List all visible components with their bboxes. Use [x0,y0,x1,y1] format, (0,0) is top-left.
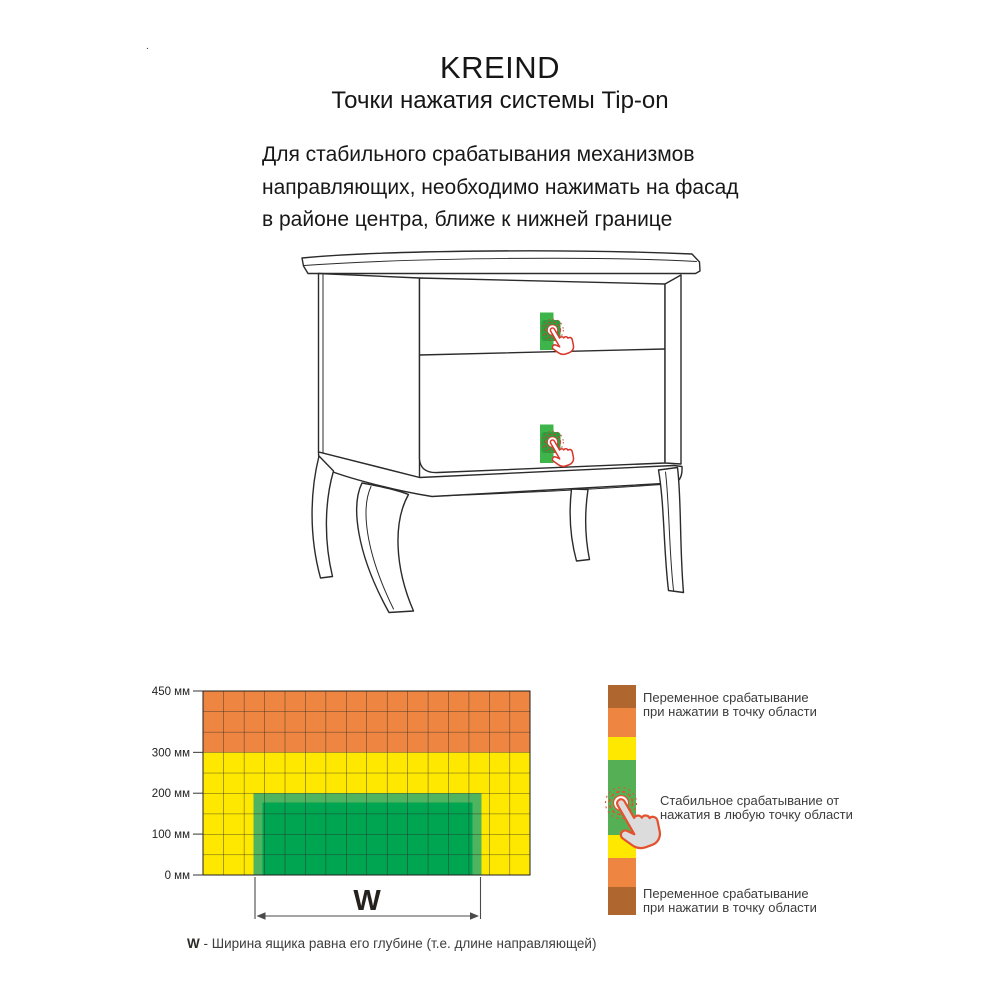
leg-back-left [311,455,335,579]
intro-paragraph: Для стабильного срабатывания механизмов … [262,139,782,237]
legend-line: нажатия в любую точку области [660,806,853,822]
intro-line: направляющих, необходимо нажимать на фас… [262,175,739,199]
caption-w: W [187,936,200,951]
dimension-w-lines [254,877,482,919]
side-panel [317,272,421,479]
press-point-bottom-drawer [540,424,579,472]
legend-swatch-brown-top [608,685,636,708]
legend-touch-hand-icon [604,786,662,850]
right-panel [664,274,682,465]
legend-item-stable: Стабильное срабатывание от нажатия в люб… [660,794,853,821]
leg-front-left [356,482,415,614]
chart-caption: W - Ширина ящика равна его глубине (т.е.… [187,936,596,951]
y-tick-0: 0 мм [165,870,190,882]
intro-line: Для стабильного срабатывания механизмов [262,143,695,166]
arrow-left [256,912,266,920]
legend-swatch-brown-bottom [608,887,636,915]
legend-swatch-orange-bottom [608,858,636,887]
nightstand-drawing [301,250,701,614]
dimension-w-label: W [353,885,381,917]
y-tick-200: 200 мм [152,788,190,800]
top-cornice [301,250,701,275]
grid [202,690,531,876]
legend-line: при нажатии в точку области [643,899,817,915]
intro-line: в районе центра, ближе к нижней границе [262,208,673,231]
leg-back-right [569,488,591,562]
page-title: Точки нажатия системы Tip-on [331,87,669,114]
caption-text: - Ширина ящика равна его глубине (т.е. д… [199,936,597,951]
legend-strip [604,685,662,915]
drawer-divider [418,348,666,356]
arrow-right [470,912,479,920]
stray-dot: . [146,41,149,52]
legend-line: Стабильное срабатывание от [660,793,840,808]
y-tick-300: 300 мм [152,747,190,759]
legend-line: Переменное срабатывание [643,690,809,705]
drawer-front [418,277,666,474]
legend-line: Переменное срабатывание [643,886,809,901]
legend-swatch-yellow-top [608,737,636,760]
y-tick-450: 450 мм [152,686,190,698]
legend-item-variable-top: Переменное срабатывание при нажатии в то… [643,691,817,718]
brand-title: KREIND [439,50,561,85]
press-zone-chart: 450 мм 300 мм 200 мм 100 мм 0 мм W [152,686,531,920]
legend-line: при нажатии в точку области [643,703,817,719]
press-point-top-drawer [540,312,579,360]
leg-front-right [657,466,685,594]
legend-swatch-orange-top [608,708,636,737]
y-tick-100: 100 мм [152,829,190,841]
legend-item-variable-bottom: Переменное срабатывание при нажатии в то… [643,887,817,914]
